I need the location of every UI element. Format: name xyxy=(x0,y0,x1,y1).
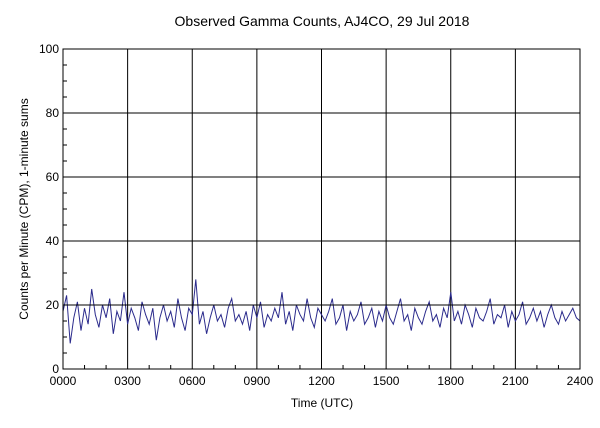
x-tick-label: 2400 xyxy=(567,374,594,388)
x-tick-label: 0000 xyxy=(50,374,77,388)
x-tick-label: 2100 xyxy=(502,374,529,388)
x-tick-label: 0600 xyxy=(179,374,206,388)
y-tick-label: 80 xyxy=(46,106,60,120)
y-tick-label: 0 xyxy=(52,362,59,376)
x-tick-label: 0300 xyxy=(114,374,141,388)
grid xyxy=(63,49,580,369)
x-axis-label: Time (UTC) xyxy=(291,396,353,410)
x-axis-ticks: 0000 0300 0600 0900 1200 1500 1800 2100 2400 xyxy=(50,365,594,388)
series-line xyxy=(62,279,581,344)
x-tick-label: 0900 xyxy=(244,374,271,388)
chart-title: Observed Gamma Counts, AJ4CO, 29 Jul 201… xyxy=(175,13,470,29)
x-tick-label: 1500 xyxy=(373,374,400,388)
y-tick-label: 60 xyxy=(46,170,60,184)
series-layer xyxy=(62,279,581,344)
y-axis-ticks: 0 20 40 60 80 100 xyxy=(39,42,67,376)
y-tick-label: 20 xyxy=(46,298,60,312)
y-axis-label: Counts per Minute (CPM), 1-minute sums xyxy=(17,98,31,319)
y-tick-label: 100 xyxy=(39,42,59,56)
x-tick-label: 1800 xyxy=(437,374,464,388)
x-tick-label: 1200 xyxy=(308,374,335,388)
y-tick-label: 40 xyxy=(46,234,60,248)
